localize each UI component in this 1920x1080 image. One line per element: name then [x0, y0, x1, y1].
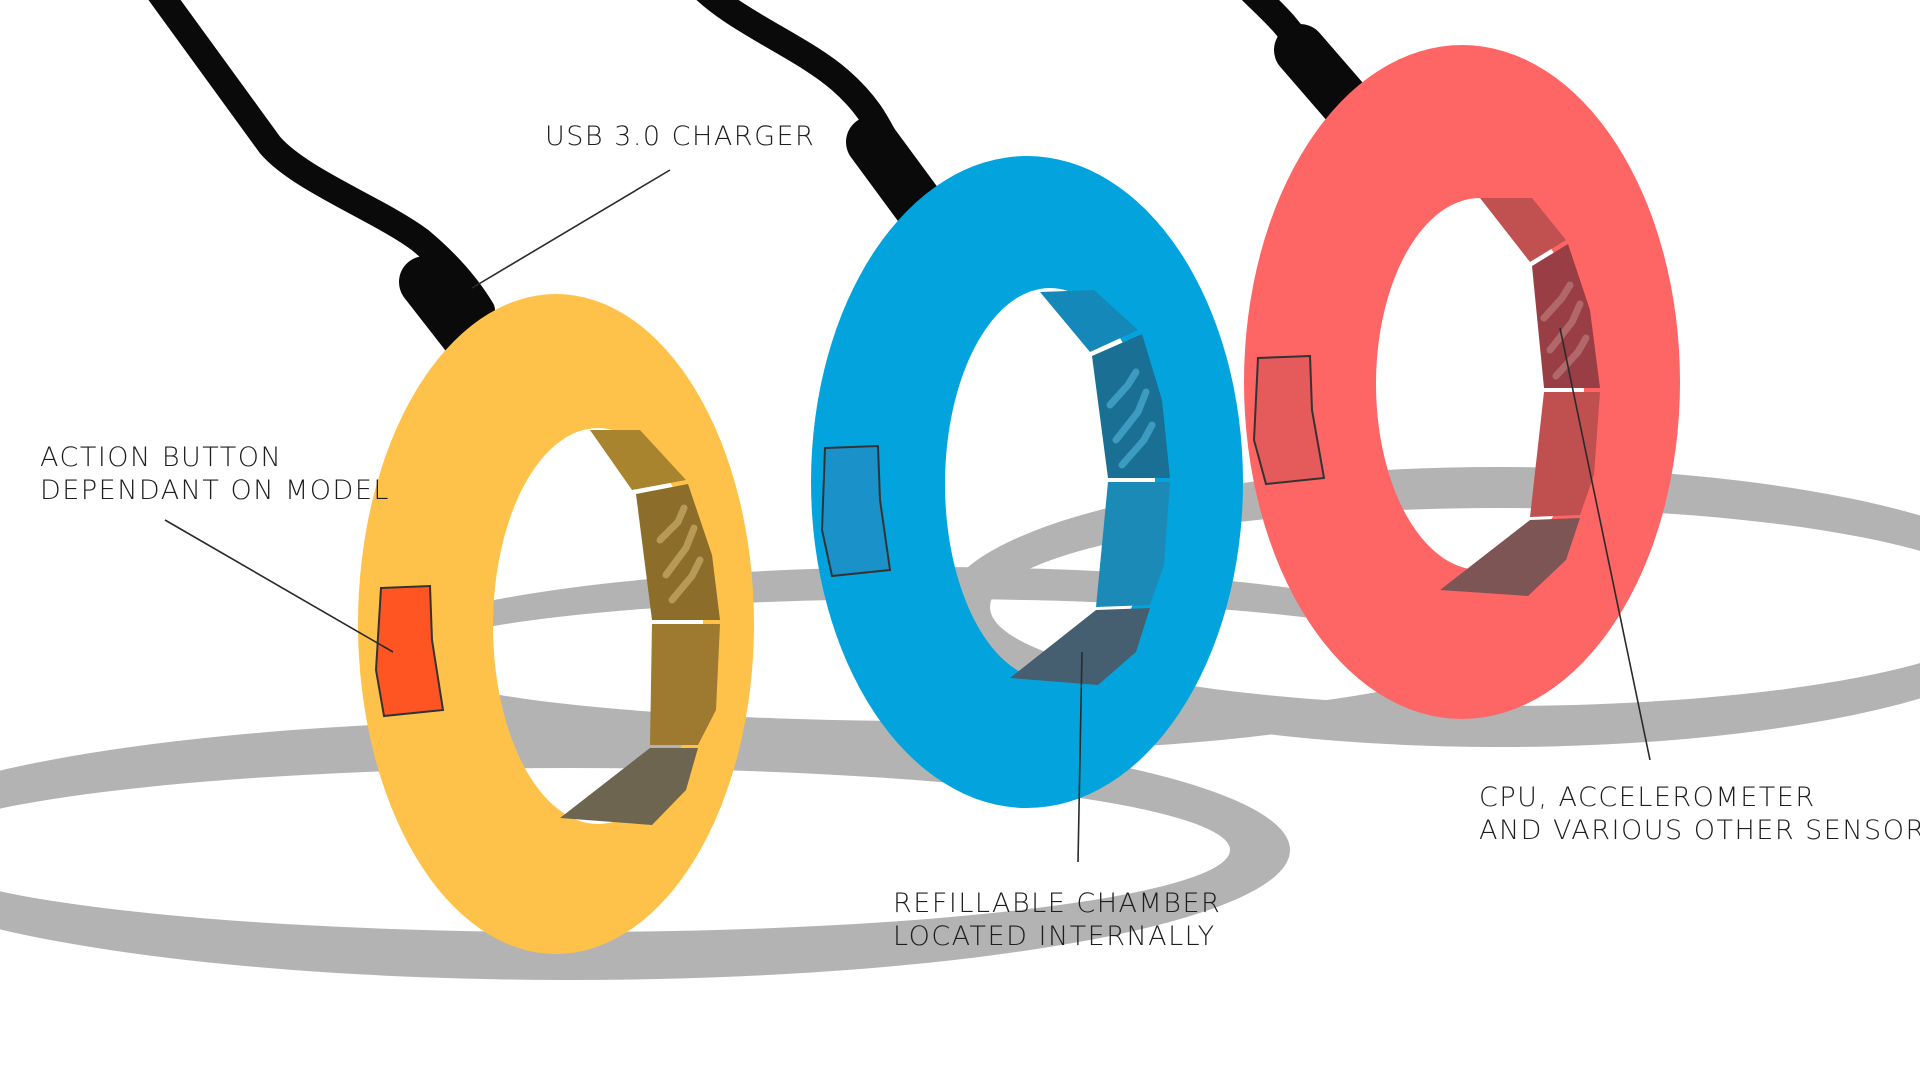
sensor-panel: [636, 484, 720, 620]
sensor-traces: [1106, 368, 1156, 469]
ring-icon: [1244, 45, 1680, 719]
cpu-sensors-label: CPU, ACCELEROMETER AND VARIOUS OTHER SEN…: [1479, 781, 1920, 847]
blue-ring: [811, 156, 1243, 808]
action-button-line-1: ACTION BUTTON: [40, 442, 283, 473]
red-ring-interior: [1440, 198, 1600, 596]
action-button-line-2: DEPENDANT ON MODEL: [40, 475, 390, 506]
chamber-panel: [560, 748, 698, 825]
sensor-traces: [1540, 281, 1590, 380]
leader-cpu: [1559, 327, 1651, 761]
interior-band: [590, 430, 686, 490]
cpu-sensors-line-2: AND VARIOUS OTHER SENSORS: [1479, 815, 1920, 846]
sensor-traces: [656, 504, 704, 604]
ring-shadows: [0, 467, 1920, 980]
yellow-ring-interior: [560, 430, 720, 825]
chamber-panel: [1440, 518, 1580, 596]
action-button-label: ACTION BUTTON DEPENDANT ON MODEL: [40, 441, 390, 507]
leader-action: [164, 519, 394, 653]
sensor-panel: [1092, 334, 1170, 478]
leader-usb: [471, 169, 671, 289]
interior-band: [1040, 290, 1138, 352]
chamber-panel: [1530, 392, 1600, 517]
yellow-ring: [358, 294, 754, 954]
cpu-sensors-line-1: CPU, ACCELEROMETER: [1479, 782, 1816, 813]
cable-icon: [148, 0, 495, 323]
chamber-panel: [1010, 608, 1150, 685]
interior-band: [1480, 198, 1566, 262]
leader-chamber: [1077, 651, 1083, 863]
chamber-panel: [1096, 482, 1170, 607]
red-ring: [1244, 45, 1680, 719]
button-panel-icon: [820, 444, 892, 578]
blue-ring-interior: [1010, 290, 1170, 685]
usb-charger-text: USB 3.0 CHARGER: [545, 121, 816, 152]
leader-lines: [164, 169, 1651, 863]
button-panel-icon: [1252, 354, 1326, 486]
shadow-red-ring: [945, 467, 1920, 747]
chamber-panel: [650, 624, 720, 745]
usb-charger-label: USB 3.0 CHARGER: [545, 120, 815, 153]
refillable-chamber-label: REFILLABLE CHAMBER LOCATED INTERNALLY: [893, 887, 1221, 953]
refillable-chamber-line-1: REFILLABLE CHAMBER: [893, 888, 1222, 919]
refillable-chamber-line-2: LOCATED INTERNALLY: [893, 921, 1216, 952]
action-button-icon: [374, 584, 445, 718]
